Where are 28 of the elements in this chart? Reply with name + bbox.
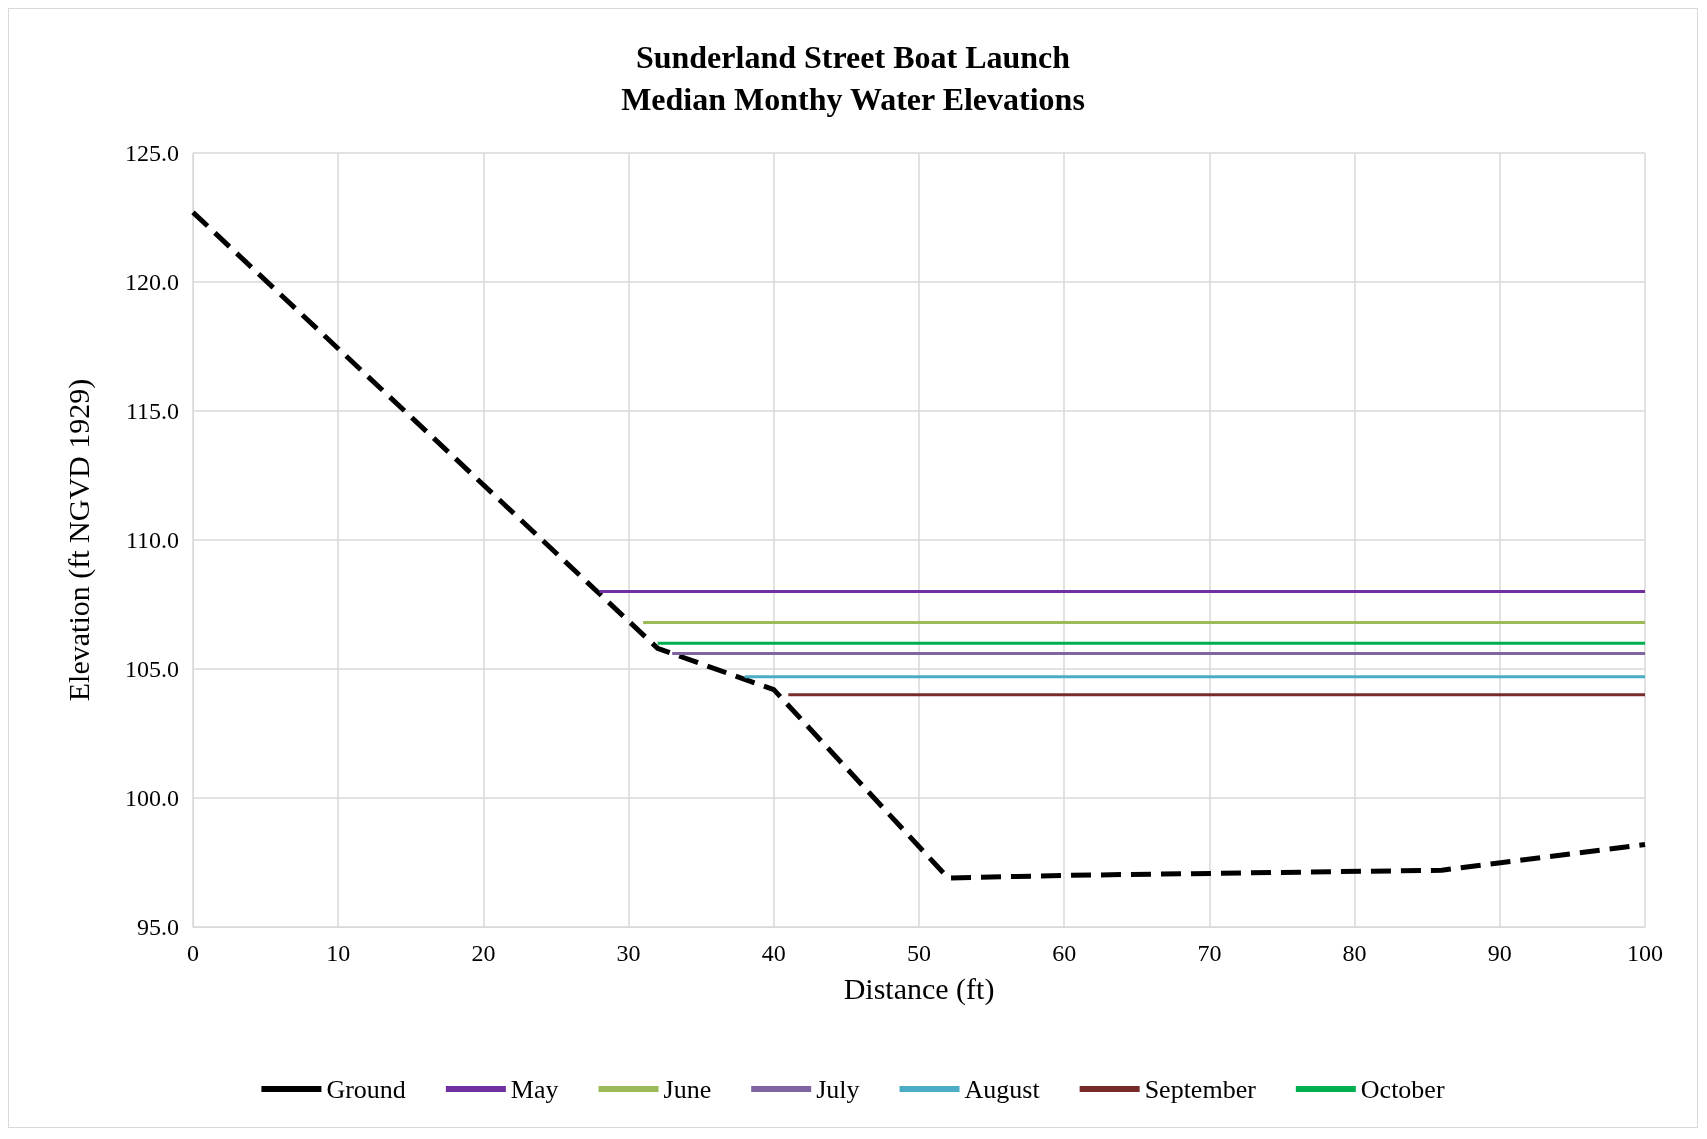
legend-label: September [1144, 1074, 1257, 1104]
y-tick-label: 95.0 [137, 914, 179, 940]
x-axis-title: Distance (ft) [843, 971, 995, 1006]
chart-title: Sunderland Street Boat Launch Median Monthy Water Elevations [621, 39, 1085, 117]
x-tick-label: 0 [187, 940, 199, 966]
y-tick-label: 120.0 [125, 269, 179, 295]
legend-label: October [1360, 1074, 1445, 1104]
y-tick-label: 105.0 [125, 656, 179, 682]
legend-label: August [964, 1074, 1041, 1104]
legend-label: Ground [326, 1074, 406, 1104]
y-tick-label: 100.0 [125, 785, 179, 811]
legend-label: May [510, 1074, 559, 1104]
x-tick-label: 100 [1627, 940, 1663, 966]
x-tick-label: 80 [1342, 940, 1367, 966]
x-tick-label: 20 [471, 940, 496, 966]
legend-label: June [663, 1074, 712, 1104]
x-tick-label: 70 [1197, 940, 1222, 966]
y-tick-label: 110.0 [125, 527, 179, 553]
x-tick-label: 40 [761, 940, 786, 966]
x-tick-label: 60 [1052, 940, 1077, 966]
x-tick-label: 30 [616, 940, 641, 966]
y-tick-label: 115.0 [125, 398, 179, 424]
x-tick-label: 50 [907, 940, 931, 966]
legend-label: July [816, 1074, 860, 1104]
y-tick-label: 125.0 [125, 140, 179, 166]
x-tick-label: 90 [1487, 940, 1512, 966]
x-tick-label: 10 [326, 940, 351, 966]
y-axis-title: Elevation (ft NGVD 1929) [61, 378, 96, 702]
